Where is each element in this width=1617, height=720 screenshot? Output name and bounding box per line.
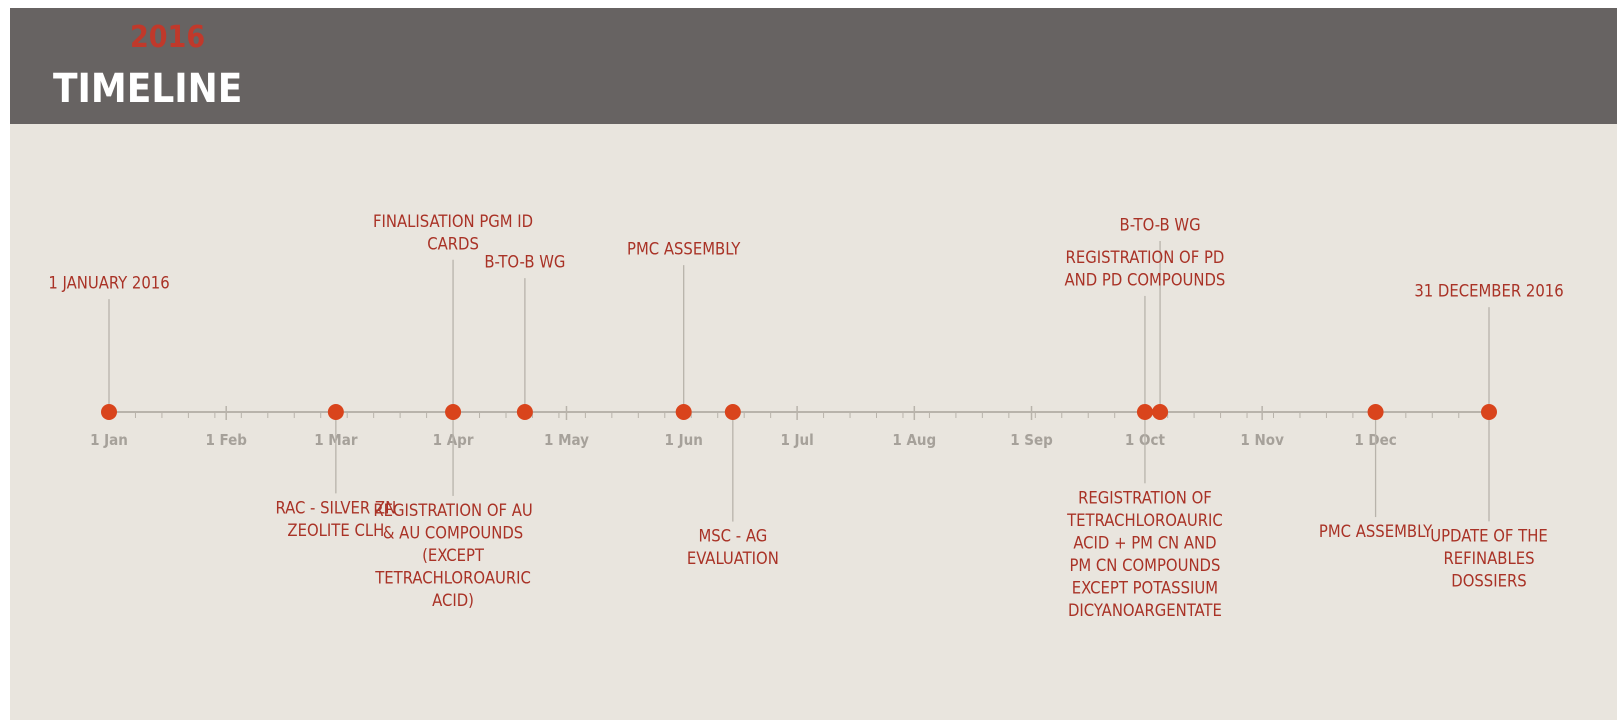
event-label-line: MSC - AG xyxy=(698,527,767,546)
timeline-diagram: 1 Jan 1 Feb 1 Mar 1 Apr 1 May 1 Jun 1 Jul 1 Aug… xyxy=(48,212,1563,620)
month-label: 1 Aug xyxy=(892,431,936,449)
event-label-line: B-TO-B WG xyxy=(484,253,565,272)
event-label-line: CARDS xyxy=(427,234,479,253)
event-label: RAC - SILVER ZN ZEOLITE CLH xyxy=(275,498,396,540)
event-label-line: TETRACHLOROAURIC xyxy=(374,568,531,587)
month-label: 1 May xyxy=(544,431,589,449)
month-label: 1 Nov xyxy=(1240,431,1284,449)
event-marker xyxy=(1481,404,1497,420)
event-label-line: DICYANOARGENTATE xyxy=(1068,601,1222,620)
event-label-line: ACID) xyxy=(432,591,474,610)
month-label: 1 Feb xyxy=(205,431,247,449)
event-marker xyxy=(1136,404,1153,420)
event-marker xyxy=(445,404,462,420)
event-label-line: REFINABLES xyxy=(1443,549,1534,568)
event-label: REGISTRATION OF PD AND PD COMPOUNDS xyxy=(1065,248,1226,290)
event-marker xyxy=(675,404,692,420)
month-label: 1 Jun xyxy=(665,431,703,449)
event-marker xyxy=(724,404,741,420)
event-marker xyxy=(1152,404,1169,420)
event-label-line: DOSSIERS xyxy=(1451,571,1526,590)
event-label-line: REGISTRATION OF AU xyxy=(373,501,532,520)
event-label-line: ZEOLITE CLH xyxy=(287,521,384,540)
event-label-line: PMC ASSEMBLY xyxy=(627,240,741,259)
event-label-line: PM CN COMPOUNDS xyxy=(1069,556,1220,575)
event-label-line: TETRACHLOROAURIC xyxy=(1066,511,1223,530)
month-label: 1 Jul xyxy=(780,431,813,449)
event-label: REGISTRATION OF AU & AU COMPOUNDS (EXCEPT T… xyxy=(373,501,532,610)
page-title: TIMELINE xyxy=(53,66,243,112)
event-label-line: B-TO-B WG xyxy=(1120,215,1201,234)
event-label: B-TO-B WG xyxy=(484,253,565,272)
event-label-line: ACID + PM CN AND xyxy=(1073,533,1216,552)
event-label-line: 31 DECEMBER 2016 xyxy=(1414,282,1563,301)
event-label: UPDATE OF THE REFINABLES DOSSIERS xyxy=(1430,526,1548,590)
event-label-line: REGISTRATION OF xyxy=(1078,488,1212,507)
event-label-line: EXCEPT POTASSIUM xyxy=(1072,578,1218,597)
event-label: PMC ASSEMBLY xyxy=(1319,522,1433,541)
event-label-line: REGISTRATION OF PD xyxy=(1066,248,1225,267)
event-label-line: EVALUATION xyxy=(687,549,779,568)
event-label-line: 1 JANUARY 2016 xyxy=(48,274,169,293)
event-label: FINALISATION PGM ID CARDS xyxy=(373,212,533,254)
event-label: B-TO-B WG xyxy=(1120,215,1201,234)
event-label: 31 DECEMBER 2016 xyxy=(1414,282,1563,301)
event-marker xyxy=(516,404,533,420)
event-label-line: PMC ASSEMBLY xyxy=(1319,522,1433,541)
event-label-line: RAC - SILVER ZN xyxy=(275,498,396,517)
event-label: MSC - AG EVALUATION xyxy=(687,527,779,569)
event-label: REGISTRATION OF TETRACHLOROAURIC ACID + PM… xyxy=(1066,488,1223,620)
event-label-line: (EXCEPT xyxy=(422,546,485,565)
event-label-line: UPDATE OF THE xyxy=(1430,526,1548,545)
event-marker xyxy=(1367,404,1384,420)
event-label-line: AND PD COMPOUNDS xyxy=(1065,270,1226,289)
event-marker xyxy=(101,404,117,420)
year-heading: 2016 xyxy=(130,20,206,55)
event-label: PMC ASSEMBLY xyxy=(627,240,741,259)
event-label-line: FINALISATION PGM ID xyxy=(373,212,533,231)
event-label: 1 JANUARY 2016 xyxy=(48,274,169,293)
header-bar: 2016 TIMELINE xyxy=(10,8,1617,124)
event-label-line: & AU COMPOUNDS xyxy=(383,523,523,542)
slide: 2016 TIMELINE 1 Jan 1 Feb 1 Mar 1 Apr 1 May 1… xyxy=(10,8,1617,720)
month-label: 1 Sep xyxy=(1010,431,1053,449)
month-label: 1 Jan xyxy=(90,431,128,449)
event-marker xyxy=(327,404,344,420)
